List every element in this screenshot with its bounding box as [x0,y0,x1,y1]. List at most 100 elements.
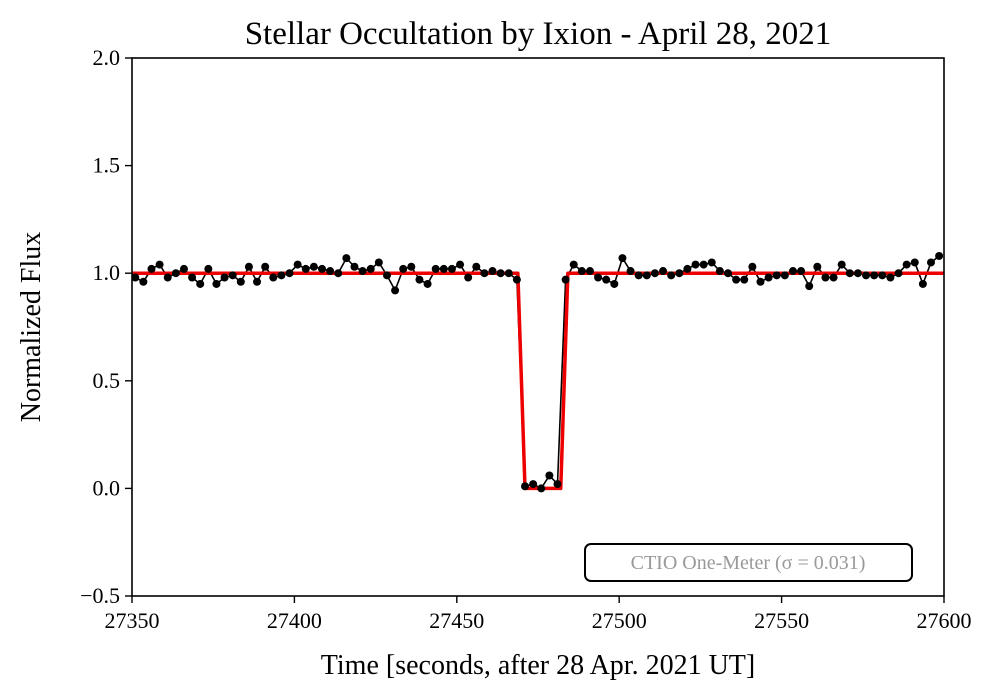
x-tick-label: 27600 [917,608,972,633]
data-point [699,260,708,269]
data-point [269,273,278,282]
data-point [415,275,424,284]
data-point [447,264,456,273]
data-point [439,264,448,273]
annotation: CTIO One-Meter (σ = 0.031) [631,552,866,574]
data-point [577,267,586,276]
data-point [196,279,205,288]
data-point [496,269,505,278]
data-point [407,262,416,271]
y-tick-label: 0.5 [93,368,121,393]
data-point [228,271,237,280]
data-point [780,271,789,280]
data-point [910,258,919,267]
data-point [358,267,367,276]
data-point [155,260,164,269]
data-point [740,275,749,284]
data-point [456,260,465,269]
x-tick-label: 27350 [105,608,160,633]
data-point [521,482,530,491]
data-point [569,260,578,269]
data-point [829,273,838,282]
data-point [594,273,603,282]
data-point [366,264,375,273]
y-tick-label: 1.0 [93,260,121,285]
data-point [748,262,757,271]
data-point [927,258,936,267]
data-point [756,277,765,286]
data-point [171,269,180,278]
data-point [902,260,911,269]
y-tick-label: 2.0 [93,45,121,70]
data-point [529,480,538,489]
model-line [132,271,944,491]
x-tick-label: 27550 [754,608,809,633]
data-point [853,269,862,278]
data-point [642,271,651,280]
data-point [845,269,854,278]
data-point [423,279,432,288]
data-point [350,262,359,271]
data-point [204,264,213,273]
data-point [764,273,773,282]
data-point [837,260,846,269]
axes-frame [131,57,945,597]
x-tick-label: 27400 [267,608,322,633]
data-point [334,269,343,278]
data-point [285,269,294,278]
data-point [293,260,302,269]
data-point [715,267,724,276]
data-point [602,275,611,284]
x-tick-label: 27450 [429,608,484,633]
data-point [797,267,806,276]
data-point [326,267,335,276]
data-point [537,484,546,493]
x-axis-label: Time [seconds, after 28 Apr. 2021 UT] [321,650,755,681]
data-point [732,275,741,284]
data-point [886,273,895,282]
data-point [391,286,400,295]
y-tick-label: −0.5 [80,583,120,608]
data-point [650,269,659,278]
data-point [504,269,513,278]
plot-area [132,251,944,493]
annotation-box [584,543,913,582]
data-point [188,273,197,282]
chart-title: Stellar Occultation by Ixion - April 28,… [245,16,832,52]
data-point [553,480,562,489]
data-point [220,273,229,282]
data-point [382,271,391,280]
data-point [772,271,781,280]
data-point [659,267,668,276]
data-point [253,277,262,286]
data-point [139,277,148,286]
data-point [318,264,327,273]
data-point [626,267,635,276]
data-point [691,260,700,269]
data-point [277,271,286,280]
data-point [683,264,692,273]
data-point [878,271,887,280]
data-point [707,258,716,267]
data-point [236,277,245,286]
data-point [488,267,497,276]
data-point [675,269,684,278]
data-point [132,273,140,282]
data-point [821,273,830,282]
data-point [480,269,489,278]
data-point [431,264,440,273]
data-point [894,269,903,278]
data-point [610,279,619,288]
data-point [813,262,822,271]
data-point [870,271,879,280]
y-tick-label: 0.0 [93,475,121,500]
data-point [918,279,927,288]
y-tick-label: 1.5 [93,153,121,178]
data-point [374,258,383,267]
data-point [179,264,188,273]
data-point [667,271,676,280]
data-point [147,264,156,273]
data-point [585,267,594,276]
data-point [212,279,221,288]
